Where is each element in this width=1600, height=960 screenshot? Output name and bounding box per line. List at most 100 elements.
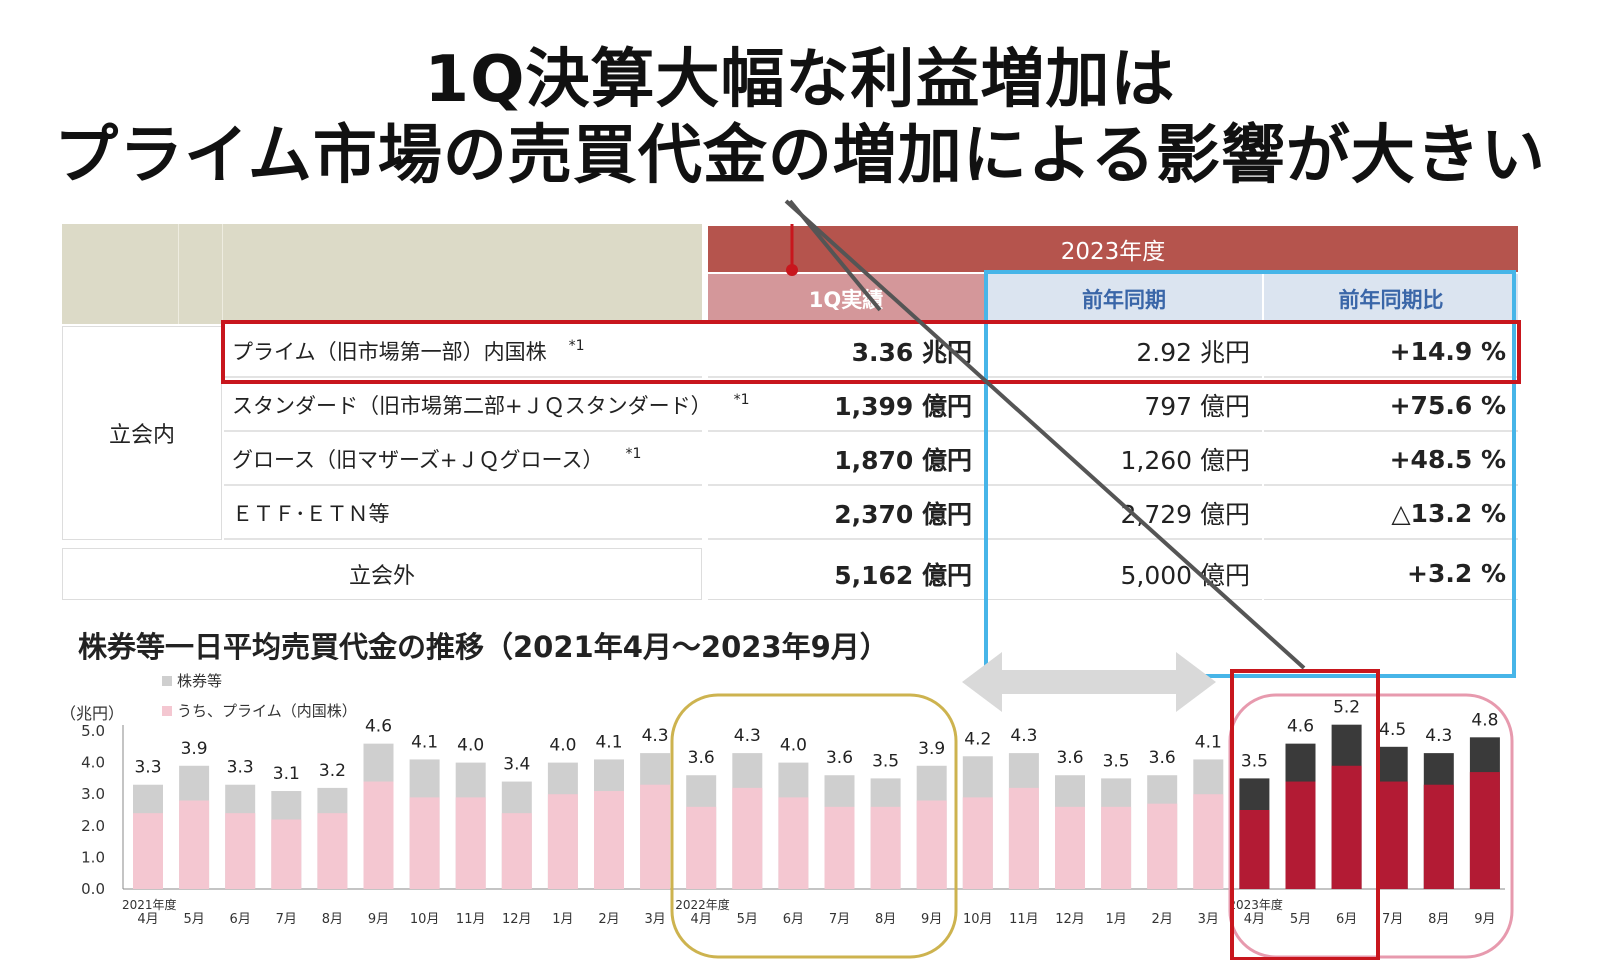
y-tick-label: 0.0 bbox=[81, 880, 105, 898]
row-actual-value: 1,399 億円 bbox=[834, 392, 972, 421]
row-ratio: △13.2 % bbox=[1264, 488, 1518, 540]
x-tick-label: 4月 bbox=[1244, 912, 1265, 927]
bar-value-label: 3.6 bbox=[826, 748, 853, 768]
prev-year-highlight-box bbox=[984, 270, 1516, 678]
bar-value-label: 4.2 bbox=[964, 729, 991, 749]
row-footnote-mark: *1 bbox=[568, 338, 585, 354]
headline-line-2: プライム市場の売買代金の増加による影響が大きい bbox=[54, 119, 1546, 193]
bar-prime bbox=[1055, 806, 1085, 889]
bar-prime bbox=[501, 813, 532, 889]
row-prev-value: 797 億円 bbox=[1144, 392, 1250, 421]
y-tick-label: 2.0 bbox=[81, 817, 105, 835]
corner-divider bbox=[222, 224, 223, 324]
row-actual-value: 1,870 億円 bbox=[834, 446, 972, 475]
x-tick-label: 10月 bbox=[410, 912, 440, 927]
row-label: スタンダード（旧市場第二部+ＪＱスタンダード） *1 bbox=[224, 380, 750, 432]
bar-value-label: 3.4 bbox=[503, 755, 530, 775]
bar-value-label: 3.9 bbox=[918, 739, 945, 759]
bar-value-label: 4.0 bbox=[549, 736, 576, 756]
x-tick-label: 9月 bbox=[921, 912, 942, 927]
bar-value-label: 4.6 bbox=[1287, 717, 1314, 737]
bar-prime bbox=[916, 800, 947, 889]
row-ratio: +14.9 % bbox=[1264, 326, 1518, 378]
bar-value-label: 4.0 bbox=[457, 736, 484, 756]
legend-swatch-prime bbox=[162, 706, 172, 716]
pointer-line-to-chart bbox=[784, 199, 1306, 670]
x-tick-label: 12月 bbox=[1055, 912, 1085, 927]
x-tick-label: 12月 bbox=[502, 912, 532, 927]
x-tick-label: 9月 bbox=[1474, 912, 1495, 927]
bar-value-label: 4.1 bbox=[411, 732, 438, 752]
bar-value-label: 3.9 bbox=[181, 739, 208, 759]
bar-prime bbox=[547, 794, 578, 889]
row-label: プライム（旧市場第一部）内国株 *1 bbox=[224, 326, 702, 378]
bar-prime bbox=[409, 797, 440, 889]
bar-prime bbox=[1331, 765, 1362, 889]
col-header-ratio: 前年同期比 bbox=[1264, 274, 1518, 324]
row-footnote-mark: *1 bbox=[733, 392, 750, 408]
fiscal-year-tick-label: 2023年度 bbox=[1228, 897, 1283, 912]
row-label-value: プライム（旧市場第一部）内国株 bbox=[232, 340, 547, 364]
row-prev-value: 2.92 兆円 bbox=[1136, 338, 1250, 367]
y-tick-label: 3.0 bbox=[81, 785, 105, 803]
offfloor-actual-value: 5,162 億円 bbox=[834, 560, 972, 590]
bar-prime bbox=[1239, 810, 1270, 889]
headline-line-1: 1Q決算大幅な利益増加は bbox=[424, 43, 1176, 117]
x-tick-label: 2月 bbox=[1152, 912, 1173, 927]
bar-value-label: 4.3 bbox=[642, 726, 669, 746]
row-label: ＥＴＦ･ＥＴＮ等 bbox=[224, 488, 702, 540]
row-label-value: ＥＴＦ･ＥＴＮ等 bbox=[232, 502, 390, 526]
bar-prime bbox=[594, 791, 624, 889]
legend-label-prime: うち、プライム（内国株） bbox=[177, 702, 357, 720]
row-ratio-value: +48.5 % bbox=[1389, 444, 1506, 474]
y-axis-unit: （兆円） bbox=[60, 704, 125, 723]
bar-prime bbox=[1469, 772, 1500, 889]
chart-panel: 株券等一日平均売買代金の推移（2021年4月～2023年9月） 株券等 うち、プ… bbox=[60, 608, 1518, 960]
row-prev: 797 億円 bbox=[986, 380, 1262, 432]
bar-prime bbox=[1008, 787, 1039, 889]
table-corner-header bbox=[62, 224, 702, 324]
bar-prime bbox=[271, 819, 302, 889]
bar-value-label: 3.6 bbox=[688, 748, 715, 768]
offfloor-ratio: +3.2 % bbox=[1264, 548, 1518, 600]
x-tick-label: 1月 bbox=[1105, 912, 1126, 927]
x-tick-label: 8月 bbox=[875, 912, 896, 927]
col-header-actual: 1Q実績 bbox=[708, 274, 984, 324]
row-actual: 1,870 億円 bbox=[708, 434, 984, 486]
x-tick-label: 7月 bbox=[1382, 912, 1403, 927]
bar-value-label: 3.3 bbox=[134, 758, 161, 778]
pointer-line-to-cell bbox=[788, 199, 882, 312]
bar-prime bbox=[1193, 794, 1224, 889]
offfloor-prev: 5,000 億円 bbox=[986, 548, 1262, 600]
x-tick-label: 7月 bbox=[829, 912, 850, 927]
x-tick-label: 4月 bbox=[137, 912, 158, 927]
red-pointer-dot bbox=[786, 264, 798, 276]
bar-prime bbox=[1147, 803, 1178, 889]
offfloor-prev-value: 5,000 億円 bbox=[1120, 560, 1250, 590]
offfloor-ratio-value: +3.2 % bbox=[1407, 559, 1506, 588]
row-label: グロース（旧マザーズ+ＪＱグロース） *1 bbox=[224, 434, 702, 486]
x-tick-label: 6月 bbox=[1336, 912, 1357, 927]
row-actual-value: 2,370 億円 bbox=[834, 500, 972, 529]
x-tick-label: 5月 bbox=[737, 912, 758, 927]
x-tick-label: 11月 bbox=[1009, 912, 1039, 927]
row-footnote-mark: *1 bbox=[625, 446, 642, 462]
y-tick-label: 1.0 bbox=[81, 848, 105, 866]
x-tick-label: 6月 bbox=[230, 912, 251, 927]
row-actual: 2,370 億円 bbox=[708, 488, 984, 540]
trading-value-table: 2023年度 1Q実績 前年同期 前年同期比 立会内 プライム（旧市場第一部）内… bbox=[62, 224, 1521, 678]
bar-prime bbox=[778, 797, 809, 889]
bar-prime bbox=[363, 781, 394, 889]
row-prev: 1,260 億円 bbox=[986, 434, 1262, 486]
row-actual: 1,399 億円 bbox=[708, 380, 984, 432]
bar-prime bbox=[686, 806, 717, 889]
x-tick-label: 8月 bbox=[1428, 912, 1449, 927]
x-tick-label: 4月 bbox=[691, 912, 712, 927]
fiscal-year-header: 2023年度 bbox=[708, 226, 1518, 272]
bar-prime bbox=[455, 797, 486, 889]
offfloor-label-cell: 立会外 bbox=[62, 548, 702, 600]
group-label-cell: 立会内 bbox=[62, 326, 222, 540]
row-ratio: +48.5 % bbox=[1264, 434, 1518, 486]
bar-value-label: 4.3 bbox=[1010, 726, 1037, 746]
prime-row-highlight-box bbox=[221, 320, 1521, 384]
